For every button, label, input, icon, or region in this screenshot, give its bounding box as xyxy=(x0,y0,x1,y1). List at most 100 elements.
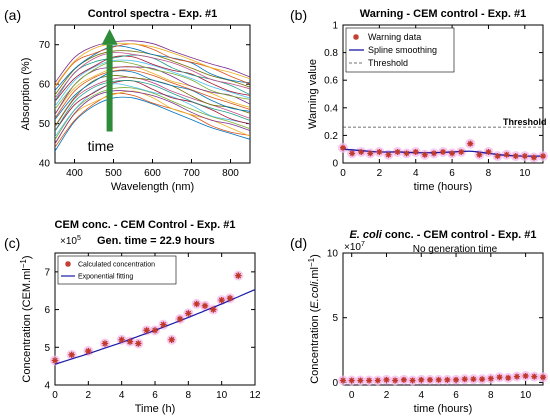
panel-b-xtick-label: 2 xyxy=(377,168,383,179)
panel-d-scale-base: ×10 xyxy=(344,242,361,253)
panel-a-xtick-label: 500 xyxy=(105,168,122,179)
ecoli-point xyxy=(400,376,407,383)
ecoli-point xyxy=(513,373,520,380)
ecoli-point xyxy=(461,376,468,383)
spectrum-line xyxy=(55,65,250,115)
warning-point xyxy=(485,148,492,155)
conc-point xyxy=(168,336,175,343)
panel-a-xtick-label: 700 xyxy=(183,168,200,179)
panel-c-xtick-label: 0 xyxy=(52,390,58,401)
warning-point xyxy=(430,150,437,157)
ecoli-point xyxy=(357,377,364,384)
conc-point xyxy=(235,272,242,279)
conc-point xyxy=(160,321,167,328)
panel-c-xtick-label: 8 xyxy=(186,390,192,401)
warning-point xyxy=(349,150,356,157)
panel-d-title-rest: conc. - CEM control - Exp. #1 xyxy=(382,229,537,241)
panel-b-ylabel: Warning value xyxy=(307,59,319,129)
panel-label: (a) xyxy=(4,7,21,23)
warning-point xyxy=(394,148,401,155)
legend-conc-marker xyxy=(65,261,71,267)
warning-point xyxy=(403,150,410,157)
panel-d-ylabel: Concentration (E.coli.ml−1) xyxy=(307,254,321,384)
ecoli-point xyxy=(487,375,494,382)
panel-a-xtick-label: 400 xyxy=(66,168,83,179)
panel-d-ylabel: Concentration ( xyxy=(309,308,321,384)
ecoli-point xyxy=(479,376,486,383)
spectrum-line xyxy=(55,52,250,99)
warning-point xyxy=(440,148,446,155)
conc-point xyxy=(151,327,159,334)
ecoli-point xyxy=(505,374,512,381)
spectrum-line xyxy=(55,42,250,87)
time-arrow-head xyxy=(101,28,118,45)
ecoli-point xyxy=(426,376,433,383)
panel-c-ytick-label: 5 xyxy=(44,343,50,354)
panel-a-series-group xyxy=(55,40,250,152)
panel-d-title: E. coli conc. - CEM control - Exp. #1 xyxy=(349,229,536,241)
panel-b-title: Warning - CEM control - Exp. #1 xyxy=(360,8,526,20)
panel-c-ylabel: Concentration (CEM.ml−1) xyxy=(19,255,33,382)
panel-d-xtick-label: 4 xyxy=(418,390,424,401)
ecoli-point xyxy=(409,377,416,384)
panel-c-ytick-label: 4 xyxy=(44,381,50,392)
ecoli-point xyxy=(453,376,460,383)
ecoli-point xyxy=(418,376,425,383)
panel-d: (d) E. coli conc. - CEM control - Exp. #1… xyxy=(290,229,548,415)
panel-d-ylabel-mid: .ml xyxy=(309,267,321,282)
warning-point xyxy=(530,154,537,161)
panel-label: (c) xyxy=(4,235,20,251)
panel-c-annotation: Gen. time = 22.9 hours xyxy=(97,235,215,247)
panel-d-ylabel-italic: E.coli xyxy=(309,281,321,308)
panel-d-xtick-label: 10 xyxy=(520,390,532,401)
spectrum-line xyxy=(55,69,250,119)
ecoli-point xyxy=(444,376,451,383)
panel-b-xtick-label: 6 xyxy=(449,168,455,179)
conc-point xyxy=(193,300,200,308)
panel-c-xtick-label: 2 xyxy=(86,390,92,401)
spectrum-line xyxy=(55,40,250,84)
spectrum-line xyxy=(55,76,250,128)
ecoli-point xyxy=(340,377,346,384)
legend-warning-marker xyxy=(353,34,359,40)
panel-c-title: CEM conc. - CEM Control - Exp. #1 xyxy=(55,219,236,231)
panel-a-xtick-label: 600 xyxy=(144,168,161,179)
threshold-label: Threshold xyxy=(503,117,547,127)
ecoli-point xyxy=(540,374,546,381)
ecoli-point xyxy=(531,373,538,380)
panel-c-xlabel: Time (h) xyxy=(135,403,176,415)
legend-threshold-label: Threshold xyxy=(368,58,408,68)
spectrum-line xyxy=(55,90,250,145)
panel-c-legend xyxy=(57,255,177,285)
spectrum-line xyxy=(55,87,250,140)
panel-d-xlabel: time (hours) xyxy=(414,403,473,415)
spectrum-line xyxy=(55,70,250,120)
panel-d-ylabel-sup: −1 xyxy=(307,257,316,267)
warning-point xyxy=(503,151,510,158)
panel-c-xtick-label: 6 xyxy=(152,390,158,401)
panel-d-xtick-label: 0 xyxy=(349,390,355,401)
ecoli-point xyxy=(366,377,373,384)
conc-point xyxy=(201,302,209,309)
spectrum-line xyxy=(55,92,250,148)
ecoli-point xyxy=(374,377,381,384)
panel-b: (b) Warning - CEM control - Exp. #1 0 2 4 6 8 1… xyxy=(290,7,548,193)
panel-d-title-italic: E. coli xyxy=(349,229,382,241)
conc-point xyxy=(68,351,75,359)
panel-b-ytick-label: 0.4 xyxy=(324,103,338,114)
spectrum-line xyxy=(55,80,250,132)
legend-conc-label: Calculated concentration xyxy=(78,262,155,269)
panel-c-scale-exp: 5 xyxy=(77,235,81,242)
warning-point xyxy=(412,148,419,155)
spectrum-line xyxy=(55,96,250,152)
panel-a-title: Control spectra - Exp. #1 xyxy=(88,8,218,20)
ecoli-point xyxy=(470,376,477,383)
panel-a-xlabel: Wavelength (nm) xyxy=(111,181,194,193)
warning-point xyxy=(358,148,365,155)
conc-point xyxy=(85,347,92,355)
panel-label: (b) xyxy=(290,7,307,23)
legend-warning-label: Warning data xyxy=(368,32,421,42)
warning-point xyxy=(458,148,465,155)
panel-d-ytick-label: 0 xyxy=(332,378,338,389)
panel-b-xlabel: time (hours) xyxy=(414,181,473,193)
